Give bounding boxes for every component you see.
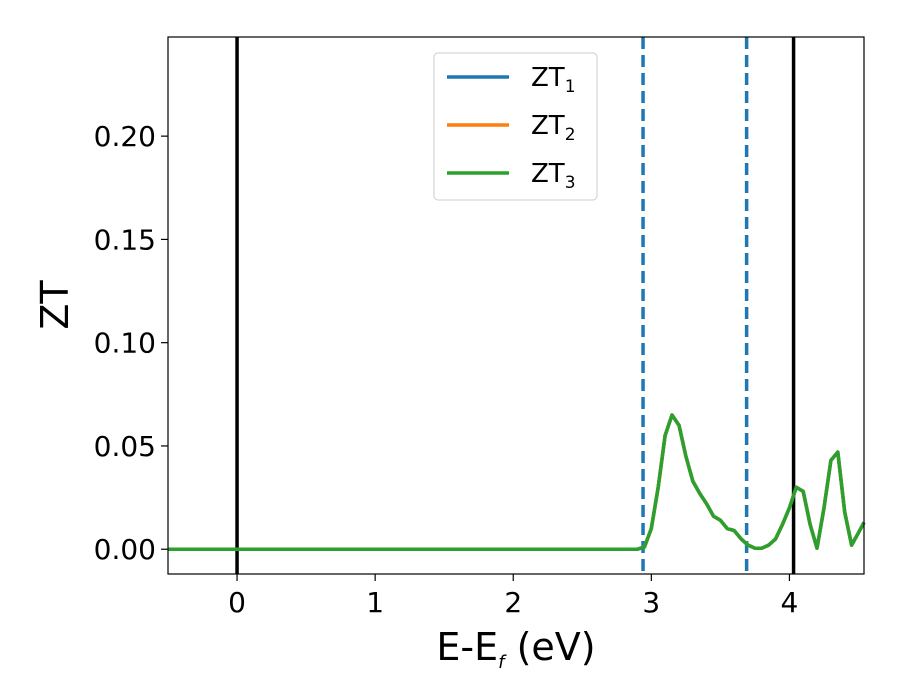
x-tick-label: 0	[228, 586, 246, 619]
y-tick-label: 0.00	[94, 533, 156, 566]
legend-box	[433, 52, 598, 201]
legend-items: ZT1 ZT2 ZT3	[447, 63, 576, 193]
y-axis-ticks: 0.00 0.05 0.10 0.15 0.20	[94, 120, 168, 566]
vertical-lines	[235, 37, 796, 574]
x-tick-label: 2	[504, 586, 522, 619]
legend-label-3: ZT3	[531, 159, 576, 193]
y-tick-label: 0.15	[94, 223, 156, 256]
series-line-3	[168, 413, 866, 551]
x-axis-ticks: 0 1 2 3 4	[228, 574, 798, 619]
x-tick-label: 4	[781, 586, 799, 619]
legend-label-2: ZT2	[531, 111, 576, 145]
y-tick-label: 0.05	[94, 430, 156, 463]
y-tick-label: 0.10	[94, 327, 156, 360]
legend-label-1: ZT1	[531, 63, 576, 97]
series-layer	[168, 413, 866, 551]
x-tick-label: 1	[366, 586, 384, 619]
y-axis-label: ZT	[33, 280, 77, 330]
x-axis-label-sub: f	[498, 652, 507, 673]
legend: ZT1 ZT2 ZT3	[433, 52, 598, 201]
x-axis-label-base: E-E	[436, 625, 498, 669]
x-tick-label: 3	[642, 586, 660, 619]
plot-frame	[167, 36, 865, 575]
x-axis-label-tail: (eV)	[504, 625, 595, 669]
series-line-2	[168, 413, 866, 551]
x-axis-label: E-Ef (eV)	[436, 625, 595, 673]
y-tick-label: 0.20	[94, 120, 156, 153]
series-line-1	[168, 413, 866, 551]
